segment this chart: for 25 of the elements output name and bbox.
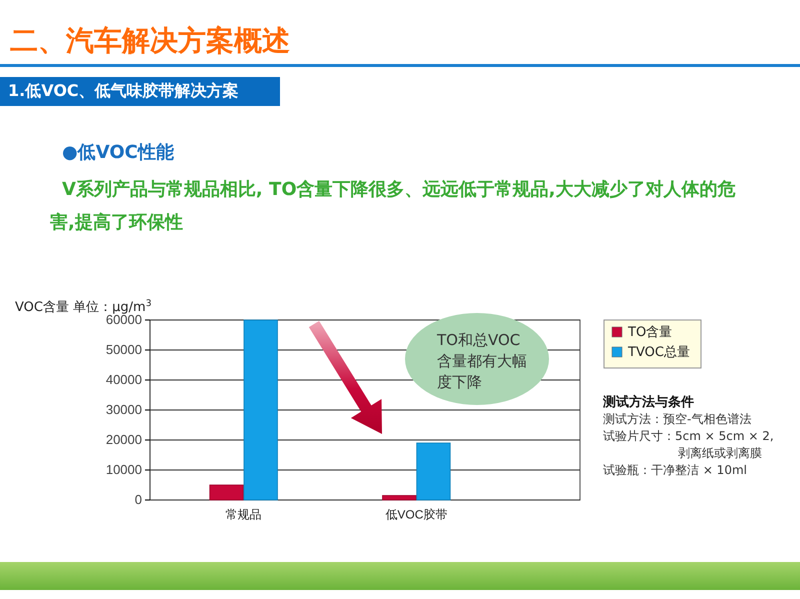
- text: 测试方法与条件: [603, 394, 694, 411]
- legend-label: TVOC总量: [627, 345, 690, 360]
- y-tick-label: 0: [134, 492, 142, 508]
- text: ●低VOC性能: [62, 141, 174, 164]
- bar: [244, 320, 278, 500]
- chart-title: 二、汽车解决方案概述: [10, 23, 290, 59]
- bar: [382, 495, 416, 500]
- text: 剥离纸或剥离膜: [678, 445, 762, 462]
- text: 试验片尺寸：5cm × 5cm × 2,: [603, 428, 774, 445]
- x-tick-label: 常规品: [226, 508, 262, 522]
- y-tick-label: 40000: [106, 372, 142, 388]
- chart-subtitle: 1.低VOC、低气味胶带解决方案: [8, 81, 239, 102]
- x-tick-label: 低VOC胶带: [385, 508, 448, 522]
- y-axis-title: VOC含量 单位：μg/m$^{3}$: [15, 299, 152, 315]
- text: 试验瓶：干净整洁 × 10ml: [603, 462, 747, 479]
- y-tick-label: 50000: [106, 342, 142, 358]
- text: 测试方法：预空-气相色谱法: [603, 411, 752, 428]
- legend-label: TO含量: [627, 325, 672, 340]
- y-tick-label: 10000: [106, 462, 142, 478]
- y-tick-label: 30000: [106, 402, 142, 418]
- bar: [209, 484, 244, 500]
- bar: [416, 442, 451, 500]
- y-tick-label: 20000: [106, 432, 142, 448]
- annotation: TO和总VOC含量都有大幅度下降: [437, 330, 528, 393]
- text: V系列产品与常规品相比, TO含量下降很多、远远低于常规品,大大减少了对人体的危害,提高了环保性: [50, 178, 736, 235]
